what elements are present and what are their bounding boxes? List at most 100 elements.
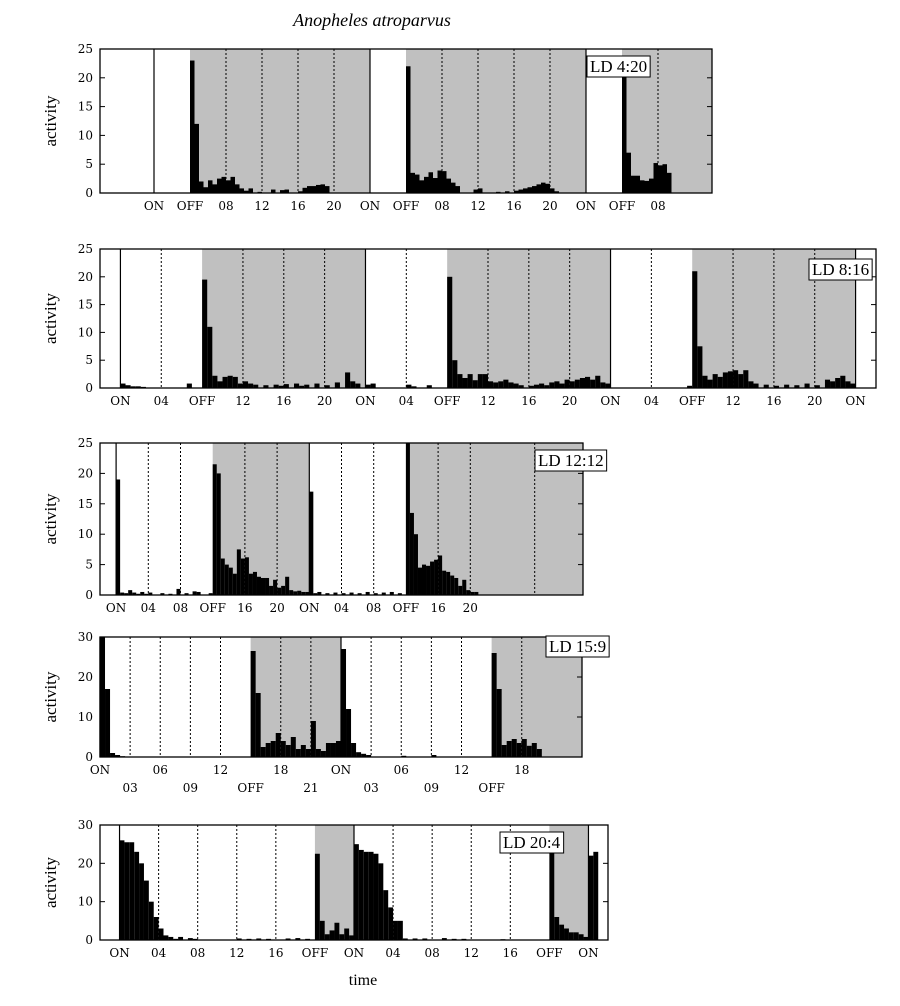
- y-tick-label: 5: [85, 558, 93, 572]
- activity-bar: [573, 932, 579, 940]
- activity-bar: [207, 326, 213, 388]
- activity-bar: [148, 592, 153, 595]
- activity-bar: [212, 464, 217, 595]
- activity-bar: [593, 851, 599, 940]
- activity-bar: [442, 570, 447, 595]
- activity-bar: [330, 743, 336, 757]
- panel-2: 0 5 10 15 20 25 activity ON 04 OFF 12 16 20 ON 04 OFF 12…: [41, 242, 877, 408]
- plot-frame: [99, 636, 583, 758]
- activity-bar: [339, 934, 345, 940]
- activity-bar: [217, 381, 223, 388]
- x-tick-label: ON: [344, 946, 364, 960]
- y-tick-label: 10: [78, 128, 93, 142]
- activity-bar: [446, 571, 451, 595]
- activity-bar: [585, 376, 591, 388]
- condition-label-box: [545, 635, 610, 658]
- activity-bar: [277, 587, 282, 595]
- activity-bar: [236, 938, 242, 940]
- activity-bar: [743, 370, 749, 388]
- y-tick-label: 20: [78, 856, 93, 870]
- y-tick-label: 0: [85, 186, 93, 200]
- x-tick-label: 16: [506, 199, 521, 213]
- activity-bar: [217, 178, 222, 193]
- x-tick-label: 16: [290, 199, 305, 213]
- activity-bar: [203, 187, 208, 193]
- activity-bar: [295, 938, 301, 940]
- activity-bar: [226, 180, 231, 193]
- y-tick-label: 0: [85, 750, 93, 764]
- activity-bar: [295, 749, 301, 757]
- x-tick-label: 16: [237, 601, 252, 615]
- y-tick-label: 5: [85, 157, 93, 171]
- activity-bar: [533, 384, 540, 388]
- x-tick-label: ON: [144, 199, 164, 213]
- activity-bar: [275, 733, 281, 757]
- y-tick-label: 10: [78, 527, 93, 541]
- x-tick-label: 04: [385, 946, 401, 960]
- x-tick-label: 03: [363, 781, 378, 795]
- activity-bar: [473, 189, 478, 193]
- activity-bar: [270, 741, 276, 757]
- x-tick-label: OFF: [609, 199, 636, 213]
- x-tick-label: 16: [521, 394, 536, 408]
- activity-bar: [248, 188, 253, 193]
- activity-bar: [417, 567, 422, 595]
- activity-bar: [667, 172, 672, 193]
- activity-bar: [430, 561, 435, 595]
- y-axis-label: activity: [41, 293, 60, 344]
- activity-bar: [208, 180, 213, 193]
- activity-bar: [649, 178, 654, 193]
- activity-bar: [130, 386, 136, 388]
- dark-period-shading: [406, 49, 586, 193]
- activity-bar: [349, 592, 354, 595]
- activity-bar: [212, 375, 218, 388]
- x-tick-label: 16: [766, 394, 781, 408]
- activity-bar: [285, 745, 291, 757]
- x-tick-label: 04: [334, 601, 350, 615]
- activity-bar: [578, 934, 584, 940]
- activity-bar: [516, 743, 522, 757]
- activity-bar: [763, 384, 769, 388]
- activity-bar: [662, 164, 667, 193]
- condition-label-box: [534, 449, 608, 472]
- activity-bar: [426, 385, 432, 388]
- activity-bar: [458, 585, 463, 595]
- activity-bar: [434, 559, 439, 595]
- x-tick-label: 04: [644, 394, 660, 408]
- activity-bar: [358, 849, 364, 940]
- activity-bar: [748, 381, 754, 388]
- x-tick-label: 18: [514, 763, 529, 777]
- activity-bar: [411, 386, 417, 388]
- activity-bar: [518, 385, 524, 388]
- activity-bar: [261, 577, 266, 595]
- activity-bar: [187, 938, 193, 940]
- activity-bar: [228, 567, 233, 595]
- activity-bar: [256, 938, 262, 940]
- activity-bar: [160, 593, 165, 595]
- activity-bar: [248, 383, 254, 388]
- x-tick-label: ON: [600, 394, 620, 408]
- activity-bar: [503, 379, 509, 388]
- x-tick-label: ON: [355, 394, 375, 408]
- activity-bar: [383, 890, 389, 940]
- activity-bar: [124, 842, 130, 940]
- activity-bar: [301, 591, 306, 595]
- activity-bar: [305, 749, 311, 757]
- activity-bar: [441, 938, 447, 940]
- activity-bar: [850, 383, 856, 388]
- activity-bar: [622, 74, 627, 193]
- activity-bar: [293, 591, 298, 595]
- activity-bar: [368, 851, 374, 940]
- activity-bar: [222, 376, 228, 388]
- activity-bar: [513, 383, 519, 388]
- activity-bar: [356, 752, 362, 757]
- activity-bar: [658, 165, 663, 193]
- condition-label: LD 15:9: [549, 637, 606, 656]
- activity-bar: [256, 576, 261, 595]
- activity-bar: [208, 593, 213, 595]
- activity-bar: [482, 374, 488, 388]
- activity-bar: [273, 384, 279, 388]
- activity-bar: [250, 651, 256, 757]
- activity-bar: [320, 751, 326, 757]
- activity-bar: [365, 384, 371, 388]
